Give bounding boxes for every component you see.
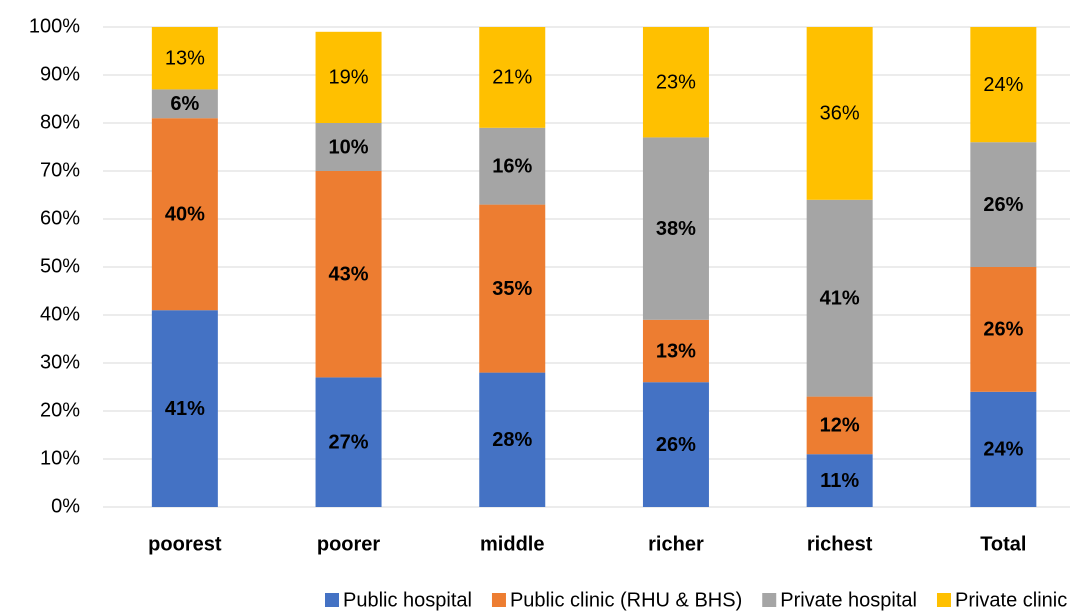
bar-segment [315,171,382,378]
legend-swatch [325,593,339,607]
x-tick-label: middle [480,533,544,555]
bar-segment [806,396,873,455]
data-label: 26% [656,434,696,456]
bar-segment [970,391,1037,507]
bar-segment [151,27,218,90]
data-label: 27% [329,431,369,453]
y-tick-label: 40% [40,303,80,325]
y-tick-label: 90% [40,63,80,85]
y-tick-label: 0% [51,495,80,517]
y-tick-label: 70% [40,159,80,181]
bar-segment [642,382,709,507]
data-label: 24% [983,439,1023,461]
bar-segment [315,31,382,123]
data-label: 13% [165,47,205,69]
x-tick-label: Total [980,533,1026,555]
data-label: 19% [329,67,369,89]
data-label: 43% [329,263,369,285]
data-label: 6% [170,93,199,115]
x-tick-label: poorer [317,533,381,555]
data-label: 28% [492,429,532,451]
y-tick-label: 30% [40,351,80,373]
x-tick-label: poorest [148,533,222,555]
bar-segment [479,372,546,507]
bar-segment [806,27,873,200]
legend-label: Public hospital [343,589,472,611]
y-tick-label: 60% [40,207,80,229]
legend-swatch [762,593,777,607]
data-label: 35% [492,278,532,300]
data-label: 40% [165,203,205,225]
data-label: 12% [820,415,860,437]
bar-segment [970,27,1037,143]
data-label: 41% [820,287,860,309]
data-label: 21% [492,67,532,89]
y-tick-label: 100% [29,15,80,37]
data-label: 36% [820,103,860,125]
y-tick-label: 10% [40,447,80,469]
legend-label: Private clinic [955,589,1067,611]
bar-segment [315,123,382,171]
bar-segment [151,118,218,311]
legend-label: Public clinic (RHU & BHS) [510,589,742,611]
y-tick-label: 20% [40,399,80,421]
data-label: 24% [983,74,1023,96]
legend-swatch [491,593,506,607]
bar-segment [151,310,218,507]
data-label: 26% [983,319,1023,341]
bar-segment [479,127,546,205]
data-label: 41% [165,398,205,420]
legend-swatch [936,593,951,607]
y-tick-label: 80% [40,111,80,133]
data-label: 13% [656,340,696,362]
data-label: 38% [656,218,696,240]
bar-segment [479,27,546,128]
bar-segment [806,454,873,507]
legend-label: Private hospital [780,589,917,611]
data-label: 23% [656,71,696,93]
bar-segment [642,319,709,383]
data-label: 16% [492,155,532,177]
x-tick-label: richer [648,533,704,555]
data-label: 10% [329,136,369,158]
data-label: 26% [983,194,1023,216]
bar-segment [479,204,546,373]
bar-segment [970,142,1037,267]
bar-segment [151,89,218,119]
x-tick-label: richest [807,533,873,555]
bar-segment [642,137,709,320]
data-label: 11% [820,470,859,492]
bar-segment [806,199,873,397]
bar-segment [315,377,382,507]
y-tick-label: 50% [40,255,80,277]
bar-segment [642,27,709,138]
bar-segment [970,267,1037,392]
